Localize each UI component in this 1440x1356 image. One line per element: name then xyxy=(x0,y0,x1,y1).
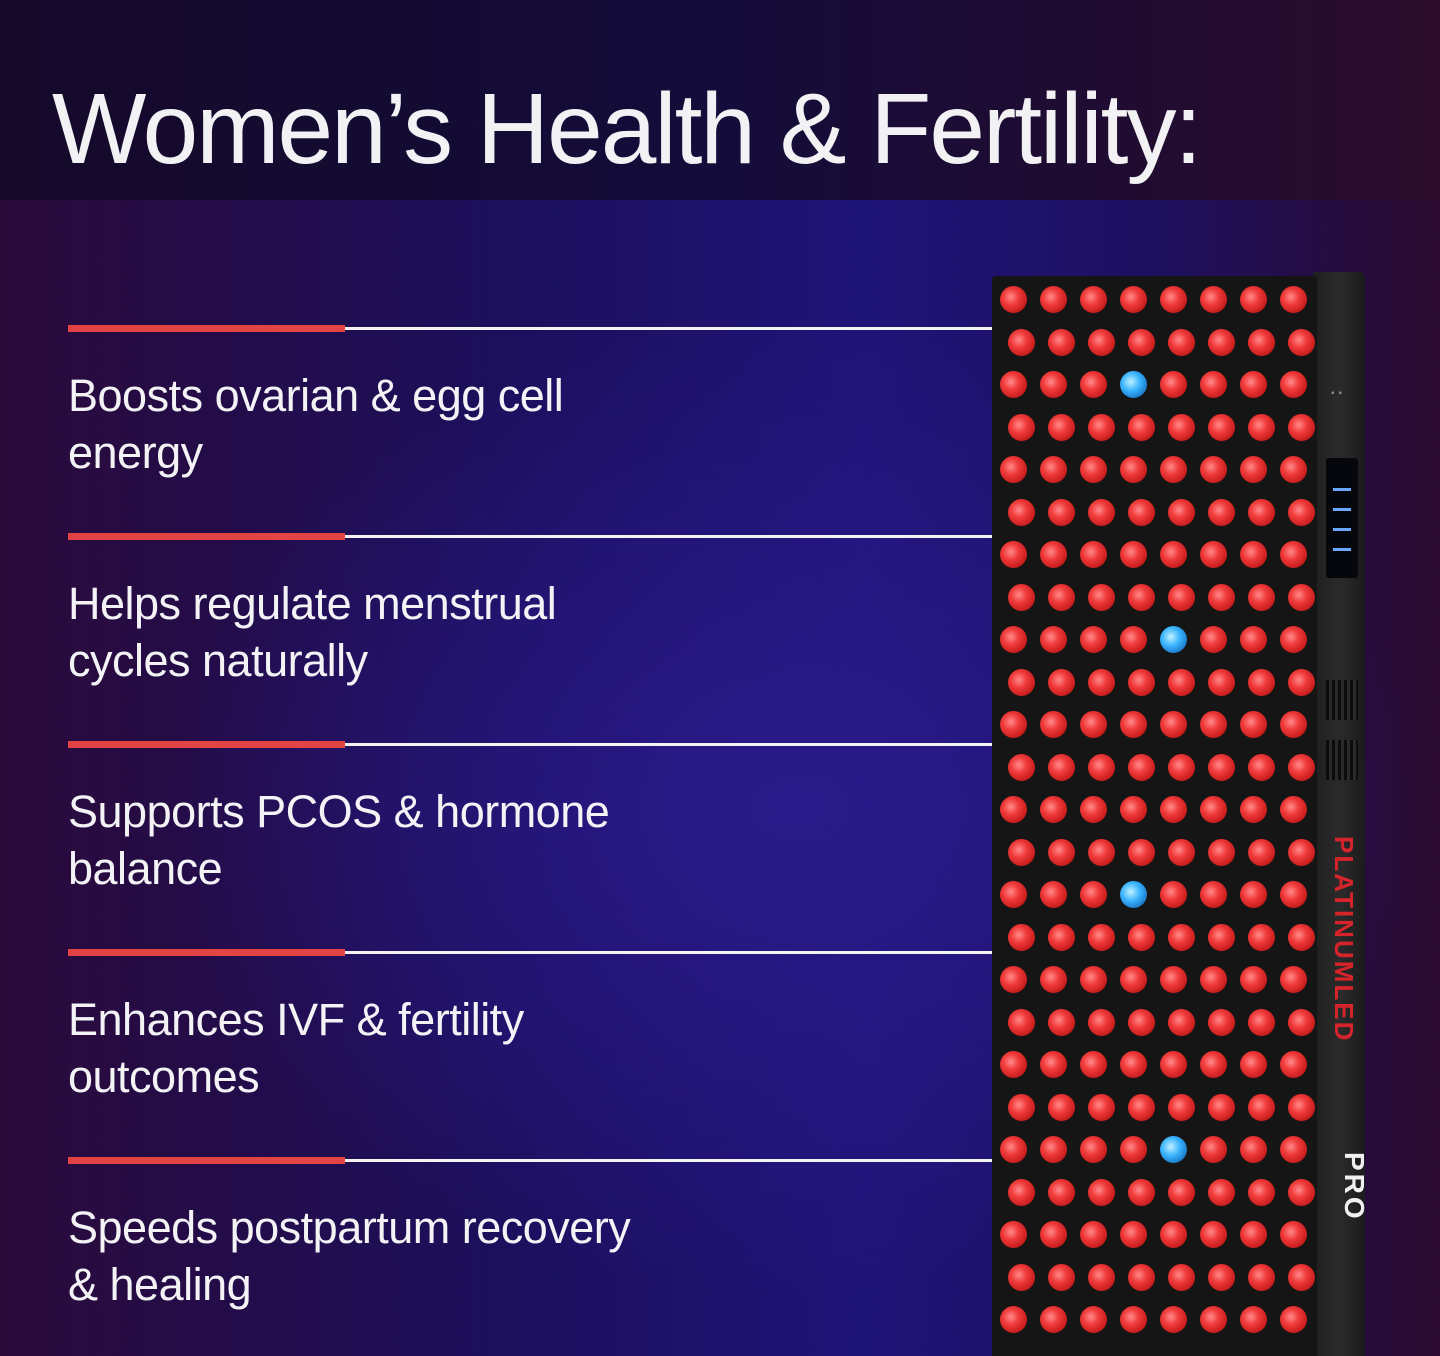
connector-line xyxy=(345,1159,1013,1162)
benefit-text: Boosts ovarian & egg cell energy xyxy=(68,370,564,478)
model-label: PRO xyxy=(1339,1152,1370,1222)
device-side-panel xyxy=(1313,272,1365,1356)
led-panel-device xyxy=(992,276,1317,1356)
connector-line xyxy=(345,743,1013,746)
benefit-text: Speeds postpartum recovery & healing xyxy=(68,1202,631,1310)
accent-divider xyxy=(68,325,345,332)
benefit-text: Helps regulate menstrual cycles naturall… xyxy=(68,578,557,686)
accent-divider xyxy=(68,949,345,956)
connector-line xyxy=(345,535,1013,538)
accent-divider xyxy=(68,1157,345,1164)
brand-logo: PLATINUMLED xyxy=(1329,836,1359,1043)
benefit-text: Supports PCOS & hormone balance xyxy=(68,786,610,894)
page-title: Women’s Health & Fertility: xyxy=(52,73,1202,185)
vent-grille-icon xyxy=(1326,740,1358,780)
accent-divider xyxy=(68,533,345,540)
connector-line xyxy=(345,327,1013,330)
connector-line xyxy=(345,951,1013,954)
accent-divider xyxy=(68,741,345,748)
status-lights-icon: ▪▪ xyxy=(1331,388,1347,399)
benefit-text: Enhances IVF & fertility outcomes xyxy=(68,994,524,1102)
header-band xyxy=(0,0,1440,200)
vent-grille-icon xyxy=(1326,680,1358,720)
display-screen xyxy=(1326,458,1358,578)
